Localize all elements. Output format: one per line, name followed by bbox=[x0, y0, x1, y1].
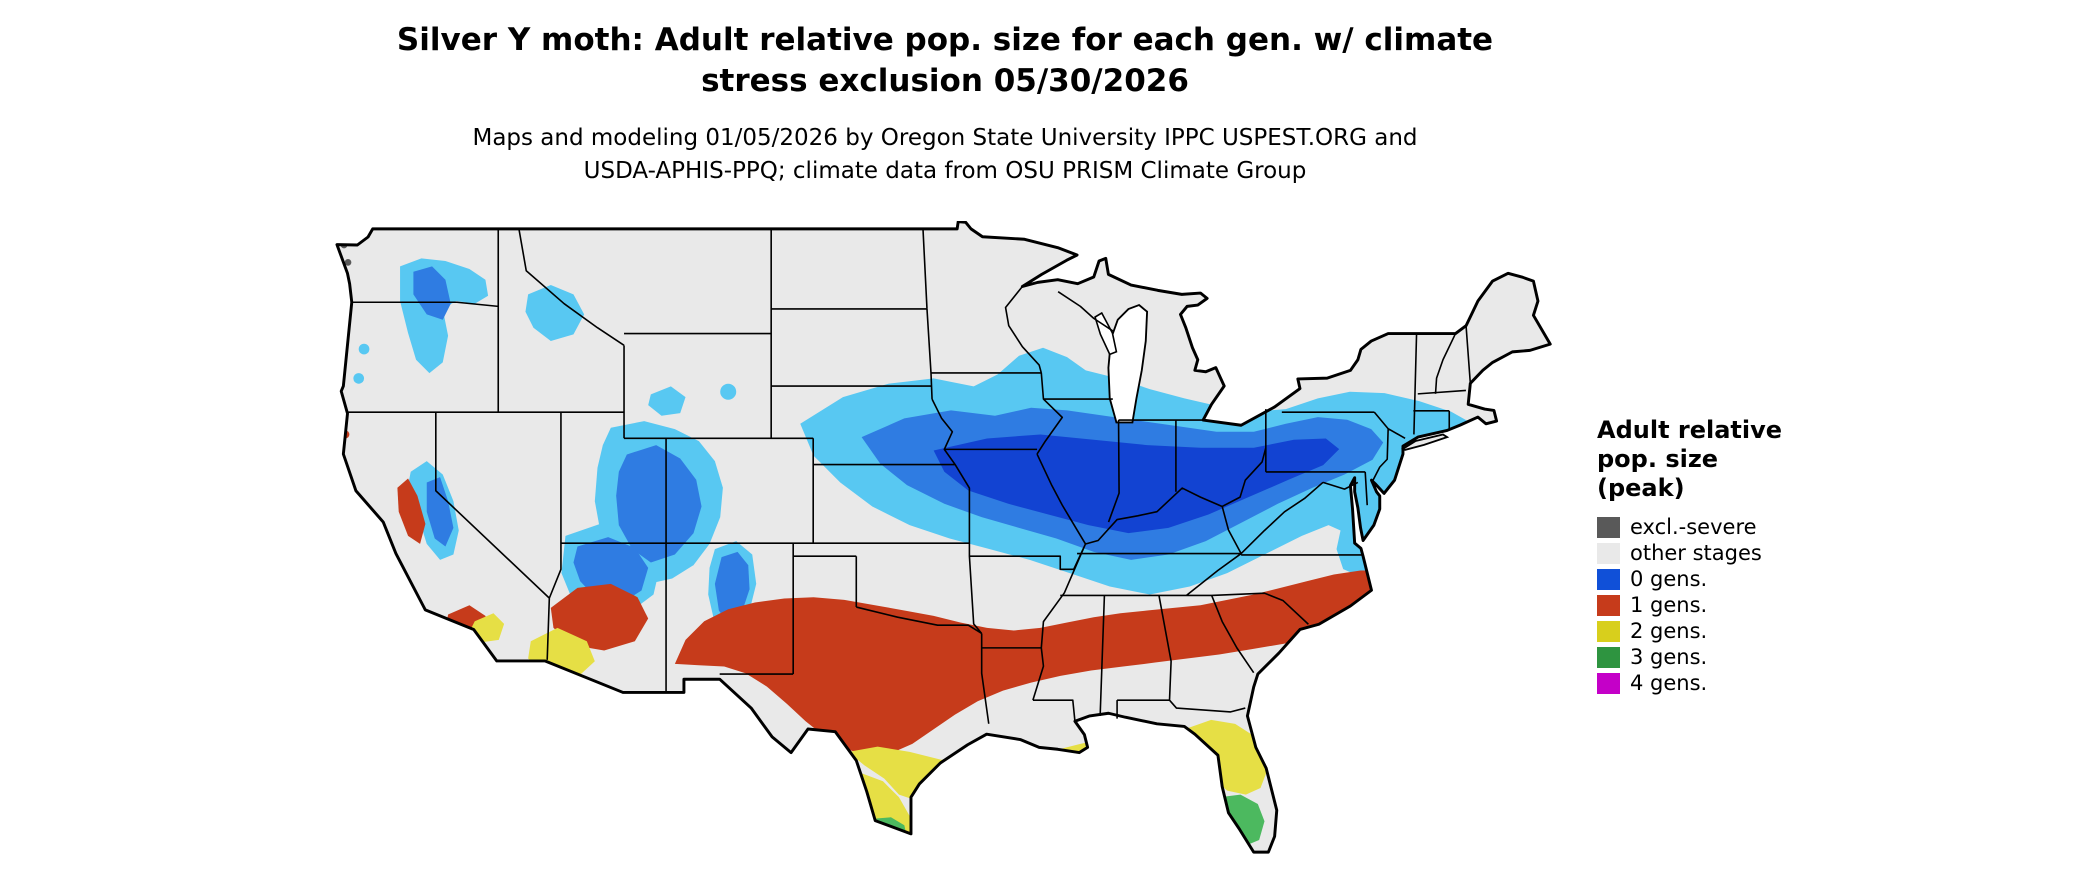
legend-item-3-gens: 3 gens. bbox=[1597, 644, 1897, 670]
legend-title-line-1: Adult relative bbox=[1597, 416, 1783, 444]
us-map-svg bbox=[335, 220, 1552, 854]
legend: Adult relative pop. size (peak) excl.-se… bbox=[1597, 416, 1897, 696]
legend-title: Adult relative pop. size (peak) bbox=[1597, 416, 1897, 502]
legend-item-0-gens: 0 gens. bbox=[1597, 566, 1897, 592]
region-gen0-core-newmexico bbox=[714, 551, 750, 624]
map-title: Silver Y moth: Adult relative pop. size … bbox=[0, 20, 1890, 102]
title-line-2: stress exclusion 05/30/2026 bbox=[701, 62, 1189, 99]
region-gen0-core-sierra bbox=[426, 477, 454, 547]
subtitle-line-1: Maps and modeling 01/05/2026 by Oregon S… bbox=[472, 125, 1418, 151]
legend-items: excl.-severe other stages 0 gens. 1 gens… bbox=[1597, 514, 1897, 696]
us-landmass bbox=[336, 221, 1551, 853]
legend-label: 3 gens. bbox=[1630, 645, 1708, 670]
region-gen0-fringe-blackhills bbox=[720, 383, 737, 400]
lake-michigan bbox=[1107, 303, 1149, 424]
legend-label: excl.-severe bbox=[1630, 515, 1757, 540]
legend-swatch-2-gens bbox=[1597, 620, 1620, 642]
region-gen0-fringe-coast-specks bbox=[353, 343, 370, 384]
legend-label: 4 gens. bbox=[1630, 671, 1708, 696]
legend-label: 0 gens. bbox=[1630, 567, 1708, 592]
region-gen0-core-rockies bbox=[616, 445, 702, 563]
legend-item-other-stages: other stages bbox=[1597, 540, 1897, 566]
legend-title-line-3: (peak) bbox=[1597, 473, 1685, 502]
map-subtitle: Maps and modeling 01/05/2026 by Oregon S… bbox=[0, 122, 1890, 189]
region-gen1-south-band bbox=[674, 570, 1422, 756]
region-gen2-florida bbox=[1188, 719, 1268, 795]
region-gen0-fringe-wyoming bbox=[648, 386, 686, 416]
region-gen0-fringe-idaho bbox=[525, 285, 585, 342]
legend-swatch-1-gens bbox=[1597, 594, 1620, 616]
legend-item-4-gens: 4 gens. bbox=[1597, 670, 1897, 696]
legend-item-1-gens: 1 gens. bbox=[1597, 592, 1897, 618]
legend-label: 2 gens. bbox=[1630, 619, 1708, 644]
legend-swatch-0-gens bbox=[1597, 568, 1620, 590]
region-gen1-arizona bbox=[550, 583, 649, 651]
legend-title-line-2: pop. size bbox=[1597, 444, 1719, 473]
legend-swatch-4-gens bbox=[1597, 672, 1620, 694]
legend-label: other stages bbox=[1630, 541, 1762, 566]
title-line-1: Silver Y moth: Adult relative pop. size … bbox=[396, 22, 1494, 58]
legend-label: 1 gens. bbox=[1630, 593, 1708, 618]
legend-swatch-excl-severe bbox=[1597, 516, 1620, 538]
long-island bbox=[1401, 433, 1450, 451]
region-gen0-core-band bbox=[933, 434, 1340, 534]
map-figure bbox=[328, 220, 1574, 888]
legend-swatch-other-stages bbox=[1597, 542, 1620, 564]
region-gen1-sierra-foothills bbox=[397, 478, 426, 544]
region-gen0-core-northwest bbox=[413, 266, 451, 320]
state-borders bbox=[347, 228, 1472, 724]
legend-item-excl-severe: excl.-severe bbox=[1597, 514, 1897, 540]
legend-item-2-gens: 2 gens. bbox=[1597, 618, 1897, 644]
legend-swatch-3-gens bbox=[1597, 646, 1620, 668]
subtitle-line-2: USDA-APHIS-PPQ; climate data from OSU PR… bbox=[583, 158, 1307, 185]
